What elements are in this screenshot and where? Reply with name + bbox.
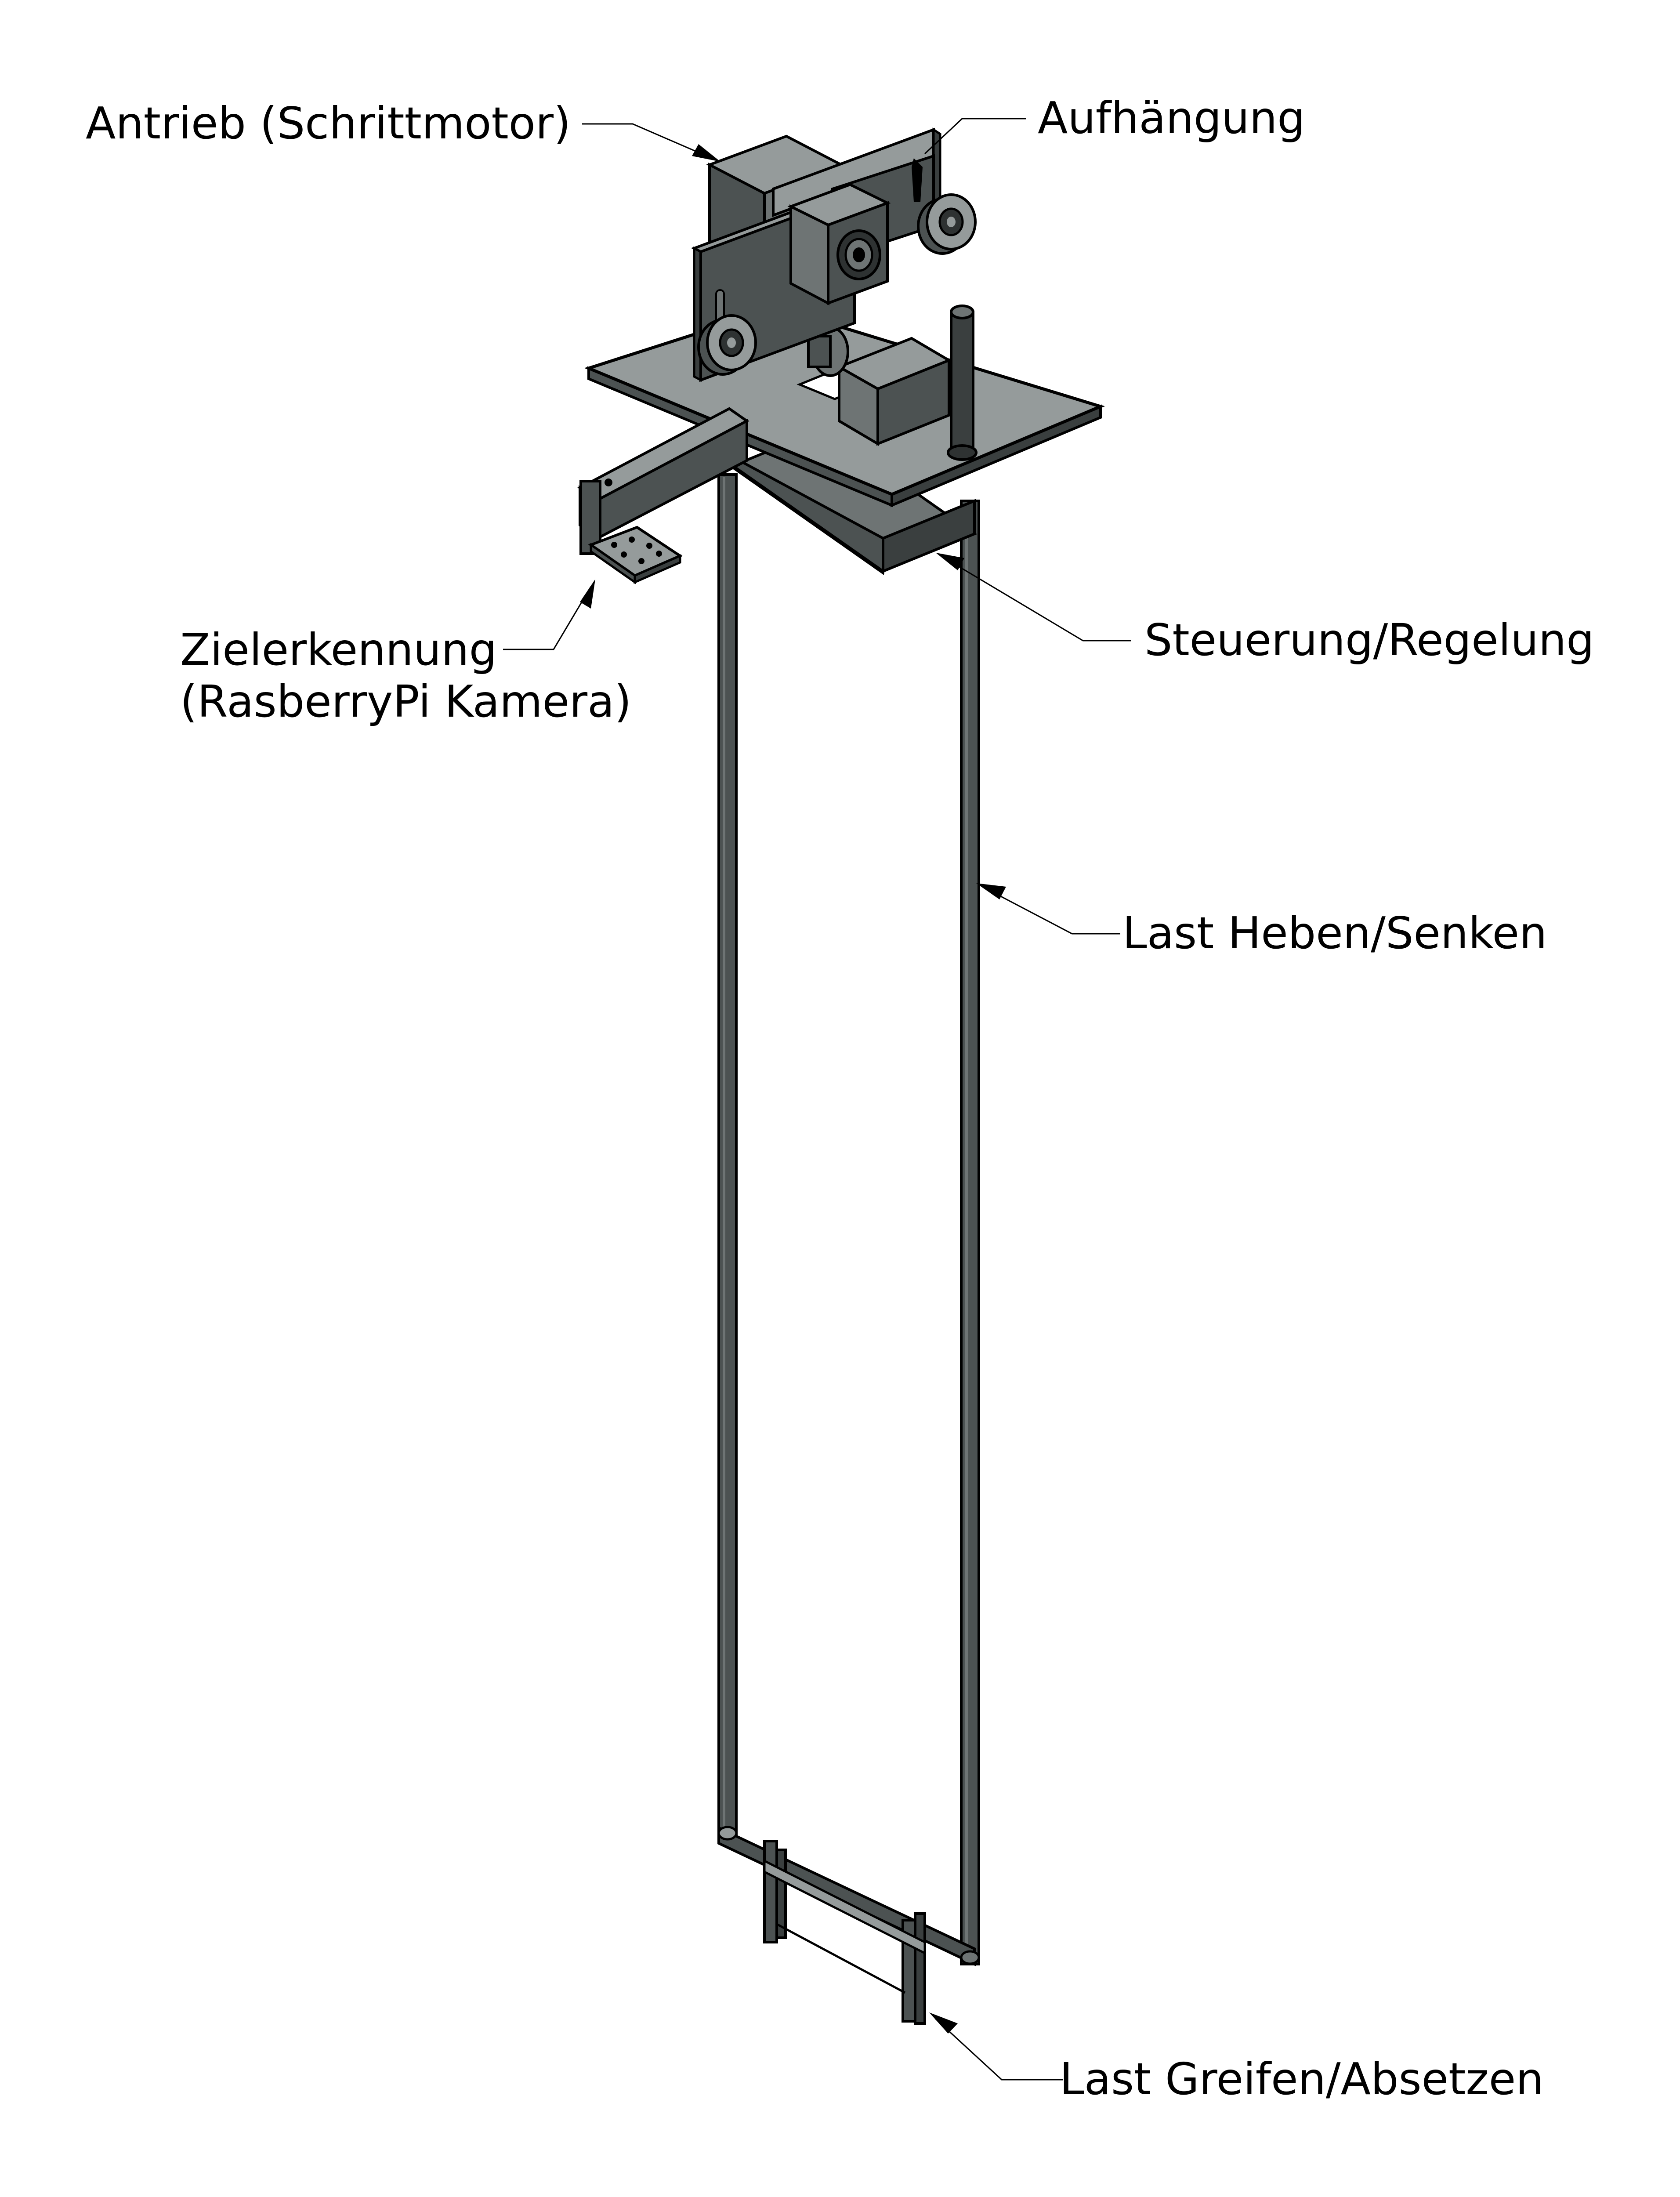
- leader-steuerung: [944, 557, 1131, 642]
- label-last-greifen: Last Greifen/Absetzen: [1060, 2053, 1544, 2105]
- camera-bracket: [577, 407, 749, 584]
- left-rod: [717, 473, 738, 1838]
- label-aufhaengung: Aufhängung: [1038, 92, 1305, 144]
- label-aufhaengung-text: Aufhängung: [1038, 92, 1305, 144]
- arrow-antrieb: [692, 144, 721, 162]
- gripper: [717, 1826, 980, 2025]
- lifting-frame: [717, 473, 980, 1965]
- right-rod: [960, 500, 980, 1965]
- leader-zielerkennung: [503, 586, 592, 650]
- arrow-last-greifen: [929, 2012, 958, 2034]
- callout-leaders: [503, 118, 1131, 2081]
- leader-last-heben: [984, 887, 1120, 935]
- label-zielerkennung: Zielerkennung (RasberryPi Kamera): [180, 624, 631, 728]
- arrow-steuerung: [936, 553, 964, 570]
- upright-post: [947, 305, 978, 461]
- label-antrieb: Antrieb (Schrittmotor): [86, 98, 571, 149]
- label-last-heben-text: Last Heben/Senken: [1122, 907, 1547, 959]
- leader-aufhaengung: [924, 118, 1026, 155]
- label-antrieb-text: Antrieb (Schrittmotor): [86, 98, 571, 149]
- label-last-greifen-text: Last Greifen/Absetzen: [1060, 2053, 1544, 2105]
- leader-antrieb: [582, 123, 712, 159]
- drive-motor: [807, 326, 952, 446]
- label-last-heben: Last Heben/Senken: [1122, 907, 1547, 959]
- label-zielerkennung-line2: (RasberryPi Kamera): [180, 676, 632, 727]
- label-steuerung: Steuerung/Regelung: [1144, 614, 1594, 666]
- label-zielerkennung-line1: Zielerkennung: [180, 624, 497, 675]
- suspension-assembly: [691, 127, 977, 382]
- arrow-zielerkennung: [580, 579, 595, 609]
- leader-last-greifen: [935, 2018, 1063, 2081]
- arrow-last-heben: [976, 883, 1006, 899]
- label-steuerung-text: Steuerung/Regelung: [1144, 614, 1594, 666]
